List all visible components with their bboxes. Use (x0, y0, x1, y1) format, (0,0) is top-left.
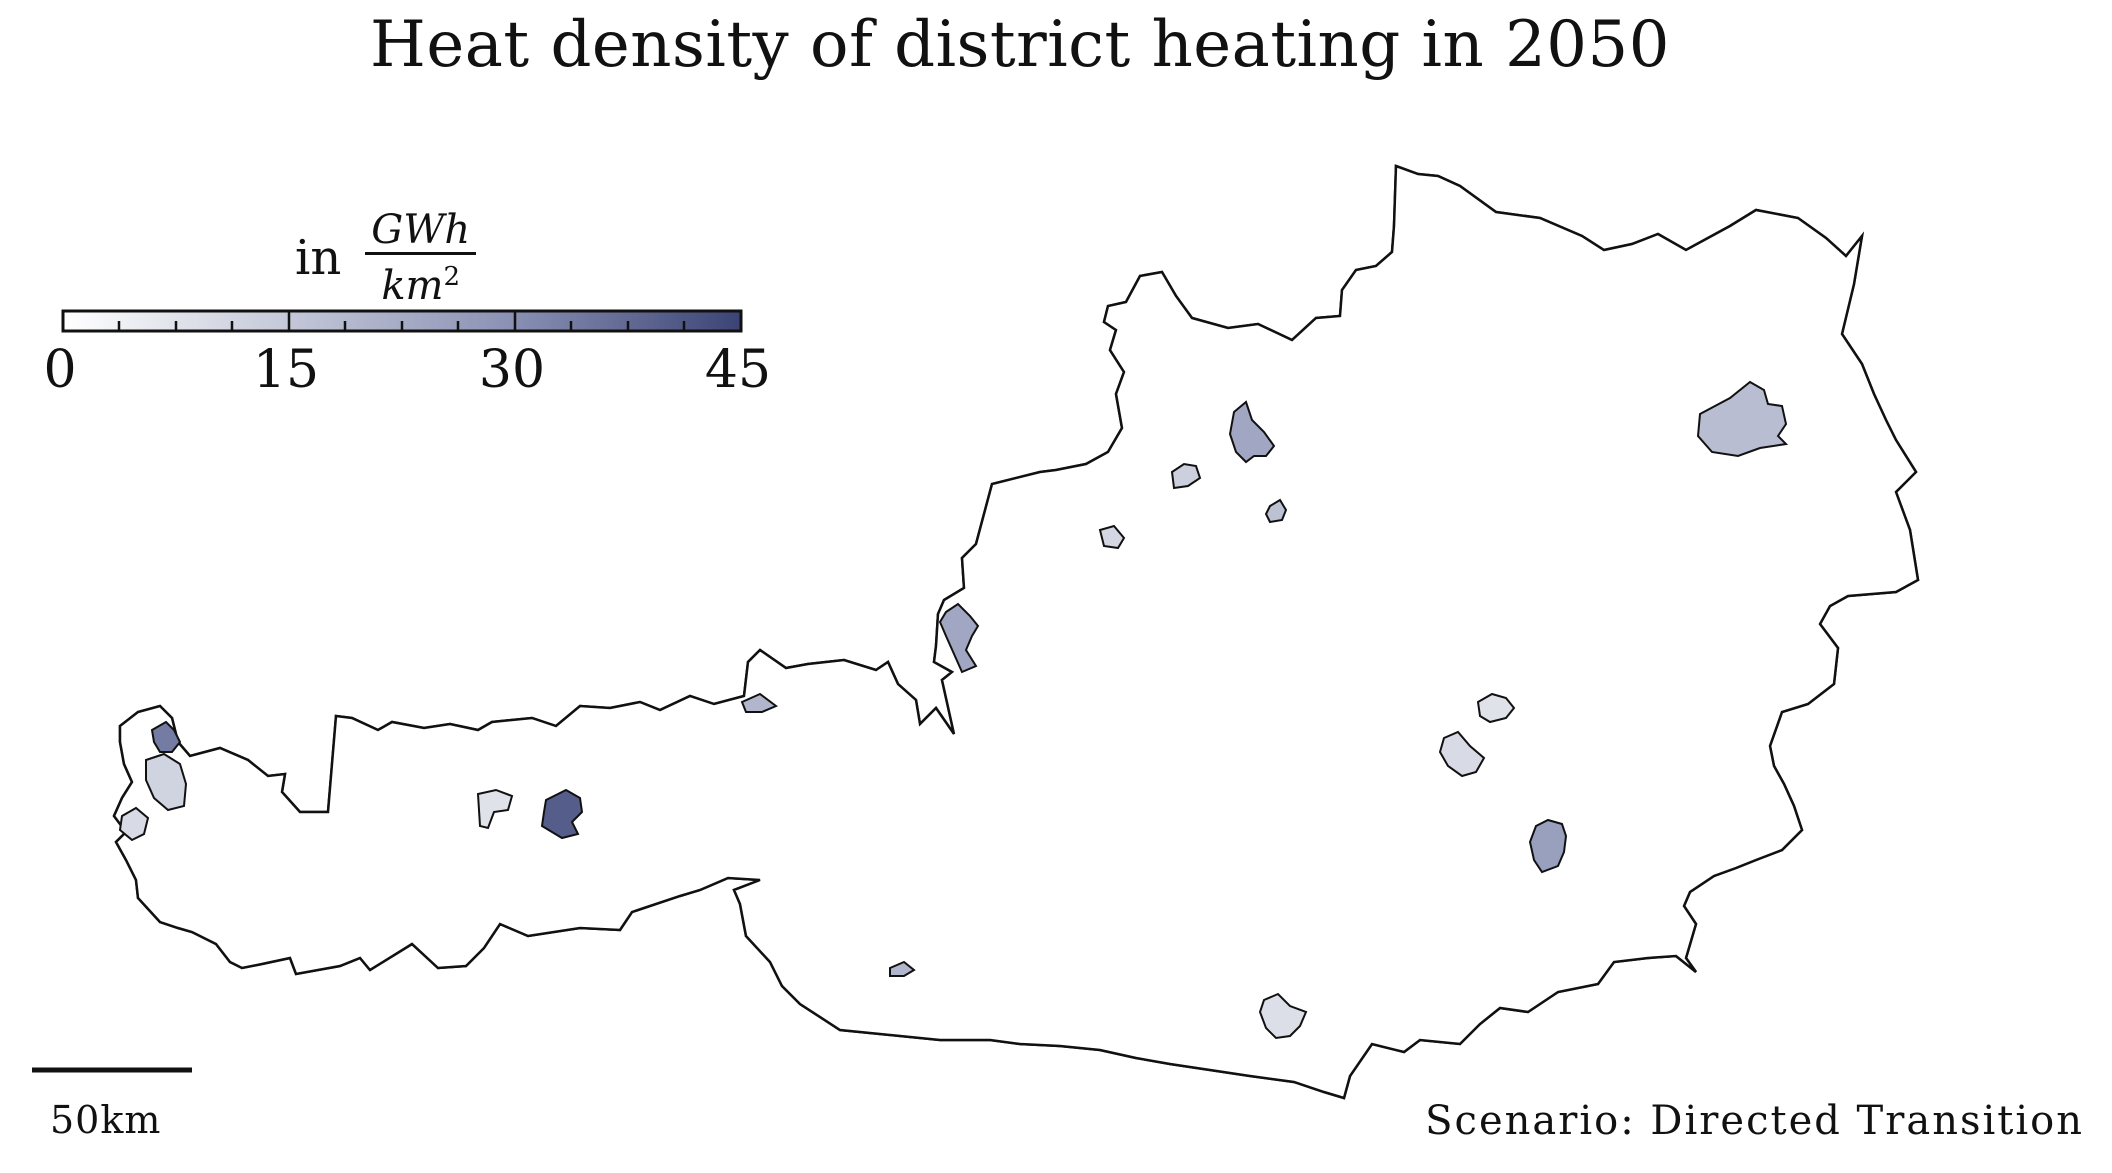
area-linz (1228, 400, 1276, 464)
area-salzburg (938, 602, 980, 674)
area-kufstein (740, 692, 778, 713)
area-vienna (1696, 380, 1789, 458)
legend-colorbar (61, 309, 743, 333)
legend-unit-label: in GWh km2 (295, 210, 477, 306)
area-kapfenberg (1098, 524, 1126, 550)
legend-unit-denominator: km2 (381, 262, 461, 309)
area-bregenz (150, 720, 182, 753)
legend-unit-prefix: in (295, 230, 342, 286)
area-dornbirn (145, 752, 188, 812)
legend-tick-label-30: 30 (478, 340, 546, 400)
area-villach (889, 960, 916, 977)
austria-map (112, 164, 1920, 1100)
area-wels (1170, 462, 1202, 490)
legend-tick-label-15: 15 (252, 340, 320, 400)
scale-bar-label: 50km (50, 1098, 162, 1142)
legend-unit-fraction: GWh km2 (365, 210, 477, 309)
scenario-label: Scenario: Directed Transition (1425, 1098, 2084, 1144)
colorbar-ticks (117, 311, 686, 331)
area-wiener-neustadt (1438, 730, 1486, 778)
legend-unit-exponent: 2 (443, 262, 461, 292)
area-innsbruck (540, 788, 584, 840)
area-graz (1528, 818, 1568, 874)
map-title: Heat density of district heating in 2050 (370, 8, 1670, 82)
legend-tick-label-45: 45 (704, 340, 772, 400)
district-heating-areas (118, 380, 1789, 1040)
legend-unit-numerator: GWh (365, 210, 477, 255)
area-leoben (476, 788, 514, 830)
area-st-poelten (1476, 692, 1516, 724)
area-klagenfurt (1258, 992, 1308, 1040)
legend-tick-label-0: 0 (43, 340, 77, 400)
area-feldkirch (118, 806, 150, 842)
area-steyr (1264, 498, 1288, 524)
